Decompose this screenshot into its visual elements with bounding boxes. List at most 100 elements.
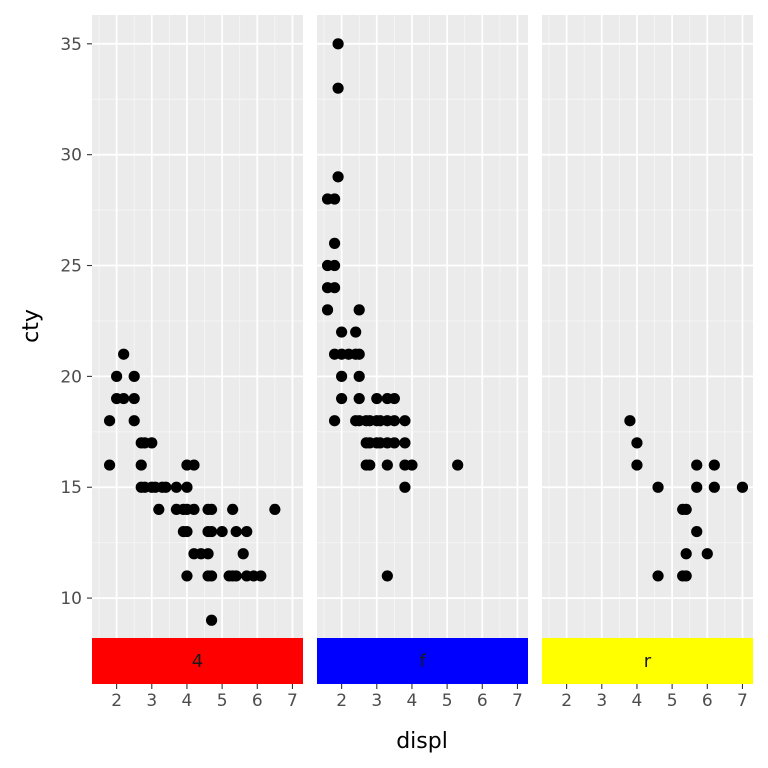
x-tick-label: 3 — [596, 691, 607, 711]
panel-background — [92, 15, 303, 638]
data-point — [680, 548, 692, 560]
data-point — [328, 193, 341, 205]
x-tick-label: 2 — [336, 691, 347, 711]
x-tick-label: 2 — [561, 691, 572, 711]
data-point — [146, 437, 158, 449]
data-point — [128, 415, 140, 427]
data-point — [160, 481, 172, 493]
data-point — [381, 570, 393, 582]
x-tick-label: 6 — [702, 691, 713, 711]
data-point — [388, 415, 400, 427]
data-point — [353, 370, 365, 382]
x-tick-label: 3 — [146, 691, 157, 711]
data-point — [691, 525, 703, 538]
data-point — [691, 481, 703, 493]
data-point — [128, 392, 140, 405]
x-tick-label: 2 — [111, 691, 122, 711]
data-point — [269, 503, 281, 516]
data-point — [452, 459, 464, 471]
facet-strip-4 — [92, 638, 303, 684]
facet-strip-label: f — [419, 651, 426, 672]
data-point — [241, 525, 253, 538]
data-point — [188, 459, 200, 471]
data-point — [652, 481, 664, 493]
x-tick-label: 5 — [667, 691, 678, 711]
facet-panel-r: r 2 3 4 5 6 7 — [542, 15, 753, 711]
data-point — [406, 459, 418, 471]
data-point — [631, 437, 643, 449]
facet-panels: 42 3 4 5 6 7f2 3 4 5 6 7r2 3 4 5 6 7 — [92, 15, 753, 711]
x-axis-title: displ — [396, 729, 448, 754]
data-point — [371, 392, 383, 405]
facet-panel-4: 42 3 4 5 6 7 — [92, 15, 303, 711]
y-tick-label: 30 — [60, 146, 82, 166]
data-point — [677, 570, 689, 582]
data-point — [128, 370, 140, 382]
data-point — [328, 282, 341, 294]
data-point — [336, 392, 348, 405]
data-point — [188, 503, 200, 516]
data-point — [332, 171, 344, 183]
data-point — [111, 370, 123, 382]
data-point — [701, 548, 713, 560]
facet-panel-f: f 2 3 4 5 6 7 — [317, 15, 528, 711]
x-tick-label: 5 — [442, 691, 453, 711]
data-point — [328, 415, 341, 427]
data-point — [336, 370, 348, 382]
data-point — [153, 503, 165, 516]
data-point — [237, 548, 249, 560]
data-point — [399, 481, 411, 493]
y-tick-label: 15 — [60, 478, 82, 498]
x-tick-label: 3 — [371, 691, 382, 711]
data-point — [631, 459, 643, 471]
data-point — [230, 570, 242, 582]
y-tick-label: 35 — [60, 35, 82, 55]
y-axis: 10 15 20 25 30 35 — [60, 35, 92, 609]
x-tick-label: 7 — [287, 691, 298, 711]
data-point — [135, 459, 147, 471]
data-point — [624, 415, 636, 427]
data-point — [388, 437, 400, 449]
data-point — [255, 570, 267, 582]
x-tick-label: 4 — [182, 691, 193, 711]
data-point — [353, 304, 365, 316]
data-point — [103, 459, 116, 471]
facet-strip-label: r — [644, 651, 652, 672]
data-point — [118, 392, 130, 405]
data-point — [321, 304, 334, 316]
facet-strip-f — [317, 638, 528, 684]
data-point — [652, 570, 664, 582]
data-point — [353, 392, 365, 405]
data-point — [350, 326, 362, 338]
data-point — [399, 437, 411, 449]
data-point — [336, 326, 348, 338]
data-point — [332, 82, 344, 94]
x-tick-label: 5 — [217, 691, 228, 711]
data-point — [381, 459, 393, 471]
x-tick-label: 4 — [407, 691, 418, 711]
data-point — [328, 237, 341, 249]
data-point — [205, 525, 218, 538]
data-point — [736, 481, 749, 493]
data-point — [680, 503, 692, 516]
data-point — [181, 481, 193, 493]
y-tick-label: 10 — [60, 589, 82, 609]
data-point — [691, 459, 703, 471]
data-point — [708, 459, 720, 471]
data-point — [205, 570, 218, 582]
x-tick-label: 6 — [477, 691, 488, 711]
x-tick-label: 6 — [252, 691, 263, 711]
facet-strip-label: 4 — [192, 651, 203, 672]
data-point — [181, 525, 193, 538]
x-tick-label: 7 — [737, 691, 748, 711]
data-point — [227, 503, 239, 516]
data-point — [118, 348, 130, 360]
data-point — [205, 614, 218, 626]
x-tick-label: 7 — [512, 691, 523, 711]
y-tick-label: 25 — [60, 257, 82, 277]
facet-strip-r — [542, 638, 753, 684]
data-point — [364, 459, 376, 471]
data-point — [181, 570, 193, 582]
data-point — [332, 38, 344, 50]
data-point — [202, 548, 214, 560]
